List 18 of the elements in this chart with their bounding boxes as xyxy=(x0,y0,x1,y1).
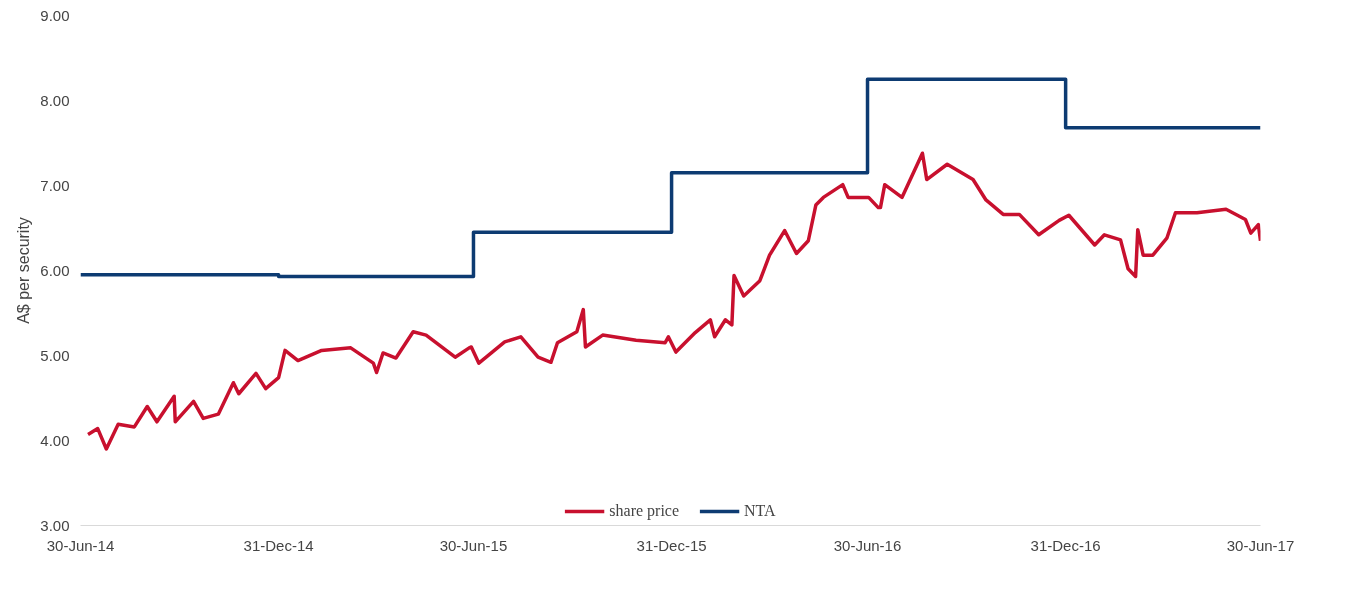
y-tick-label: 8.00 xyxy=(40,91,70,109)
y-tick-label: 9.00 xyxy=(40,6,70,24)
y-tick-label: 7.00 xyxy=(40,176,70,194)
y-axis-title: A$ per security xyxy=(15,217,33,324)
x-tick-label: 30-Jun-16 xyxy=(833,536,902,554)
y-tick-label: 4.00 xyxy=(40,431,70,449)
y-tick-label: 5.00 xyxy=(40,346,70,364)
x-tick-label: 31-Dec-16 xyxy=(1030,536,1101,554)
line-series xyxy=(86,151,1261,451)
x-tick-label: 31-Dec-14 xyxy=(243,536,314,554)
legend-label: share price xyxy=(609,502,680,520)
x-tick-label: 30-Jun-17 xyxy=(1226,536,1295,554)
legend-label: NTA xyxy=(744,502,776,520)
x-tick-label: 31-Dec-15 xyxy=(636,536,707,554)
y-tick-label: 6.00 xyxy=(40,261,70,279)
x-tick-label: 30-Jun-15 xyxy=(439,536,508,554)
y-tick-label: 3.00 xyxy=(40,516,70,534)
x-tick-label: 30-Jun-14 xyxy=(46,536,115,554)
